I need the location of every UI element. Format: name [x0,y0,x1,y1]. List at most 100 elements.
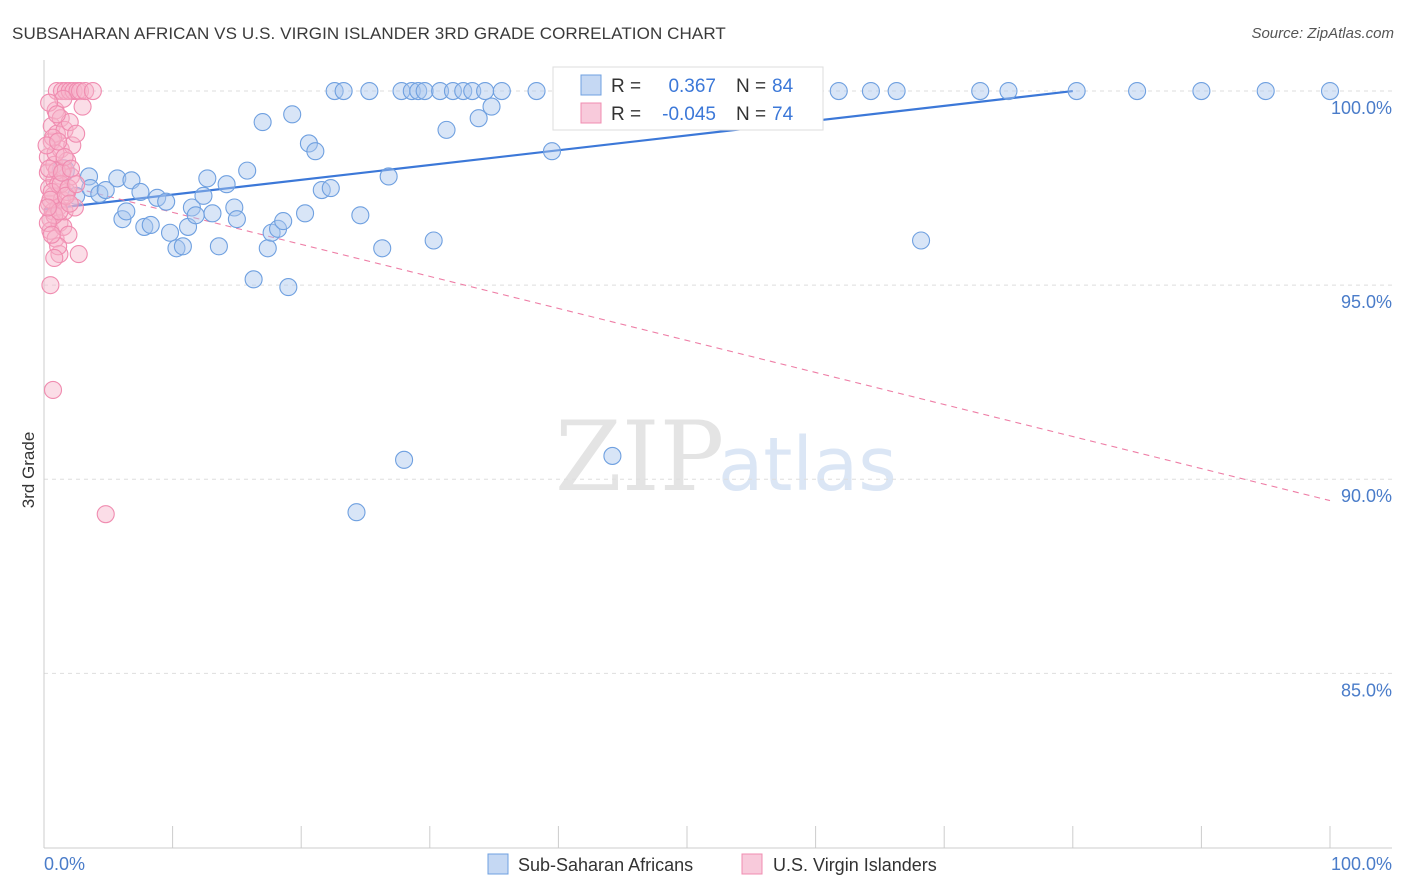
x-tick-label-min: 0.0% [44,854,85,874]
point-virgin-islanders [60,194,79,213]
point-sub-saharan [135,217,154,236]
point-virgin-islanders [42,225,61,244]
point-sub-saharan [1256,82,1275,101]
point-sub-saharan [227,210,246,229]
watermark-zip: ZIP [555,401,724,513]
point-sub-saharan [173,237,192,256]
axes [43,60,1392,849]
point-sub-saharan [347,503,366,522]
point-virgin-islanders [38,213,57,233]
point-sub-saharan [334,82,353,101]
point-sub-saharan [887,82,906,101]
point-virgin-islanders [96,505,115,524]
point-sub-saharan [395,450,414,469]
stats-swatch-blue [580,74,602,96]
point-sub-saharan [360,82,379,101]
legend-swatch-sub-saharan [487,853,509,875]
point-virgin-islanders [43,380,63,400]
point-virgin-islanders [47,105,66,124]
point-sub-saharan [160,223,180,242]
y-tick-label: 85.0% [1341,680,1392,700]
point-sub-saharan [402,82,421,101]
point-sub-saharan [351,206,370,225]
legend: Sub-Saharan Africans U.S. Virgin Islande… [487,853,937,875]
point-sub-saharan [81,179,100,198]
stats-swatch-pink [580,102,602,124]
point-sub-saharan [415,82,434,101]
point-sub-saharan [217,175,236,194]
point-sub-saharan [258,239,277,258]
point-sub-saharan [312,180,331,200]
point-sub-saharan [527,82,546,101]
point-virgin-islanders [52,163,72,182]
watermark: ZIP atlas [555,401,897,513]
point-sub-saharan [244,270,263,289]
point-virgin-islanders [37,136,56,155]
point-virgin-islanders [67,175,86,194]
point-virgin-islanders [45,248,64,268]
point-virgin-islanders [41,276,60,295]
point-sub-saharan [469,109,488,128]
point-sub-saharan [306,142,325,161]
point-sub-saharan [476,82,495,101]
point-virgin-islanders [54,89,73,108]
point-virgin-islanders [76,82,95,101]
legend-swatch-virgin-islanders [741,853,763,875]
chart-source: Source: ZipAtlas.com [1251,25,1394,42]
point-sub-saharan [296,204,315,223]
stats-r-value-pink: -0.045 [662,104,716,125]
point-sub-saharan [482,97,501,116]
y-axis-title: 3rd Grade [19,432,38,509]
point-virgin-islanders [69,245,88,264]
point-sub-saharan [157,192,176,211]
stats-r-value-blue: 0.367 [668,76,716,97]
point-sub-saharan [141,215,160,235]
point-virgin-islanders [55,147,74,167]
point-sub-saharan [194,186,213,205]
stats-r-label-pink: R = [611,104,641,125]
point-sub-saharan [492,82,511,101]
point-sub-saharan [912,231,931,250]
point-sub-saharan [1067,82,1086,101]
point-sub-saharan [167,239,186,258]
legend-label-virgin-islanders: U.S. Virgin Islanders [773,855,937,875]
point-sub-saharan [424,231,443,250]
point-sub-saharan [274,212,293,231]
point-virgin-islanders [38,198,57,217]
stats-n-value-blue: 84 [772,76,794,97]
stats-n-value-pink: 74 [772,104,794,125]
points-layer [37,82,1340,524]
point-virgin-islanders [49,132,68,151]
y-tick-label: 95.0% [1341,292,1392,312]
stats-box: R = 0.367 N = 84 R = -0.045 N = 74 [552,66,824,131]
point-sub-saharan [542,142,562,161]
point-virgin-islanders [49,237,68,256]
point-sub-saharan [203,204,222,223]
stats-r-label-blue: R = [611,76,641,97]
point-sub-saharan [437,120,456,139]
point-sub-saharan [861,82,880,101]
point-sub-saharan [225,198,244,217]
y-tick-labels: 85.0% 90.0% 95.0% 100.0% [1331,98,1392,700]
y-tick-label: 100.0% [1331,98,1392,118]
stats-n-label-pink: N = [736,104,766,125]
x-tick-label-max: 100.0% [1331,854,1392,874]
point-sub-saharan [829,82,848,101]
point-sub-saharan [373,239,392,258]
point-sub-saharan [971,82,990,101]
watermark-atlas: atlas [718,422,897,508]
trend-line-sub-saharan [43,89,1073,211]
point-sub-saharan [131,182,150,202]
point-sub-saharan [379,167,398,186]
point-sub-saharan [431,82,450,101]
point-virgin-islanders [67,124,86,143]
stats-n-label-blue: N = [736,76,766,97]
point-sub-saharan [1320,82,1340,101]
point-sub-saharan [321,179,340,198]
y-tick-label: 90.0% [1341,486,1392,506]
point-sub-saharan [409,82,428,101]
trend-lines [43,89,1331,502]
point-virgin-islanders [83,82,102,101]
point-sub-saharan [999,82,1018,101]
point-sub-saharan [603,446,622,465]
